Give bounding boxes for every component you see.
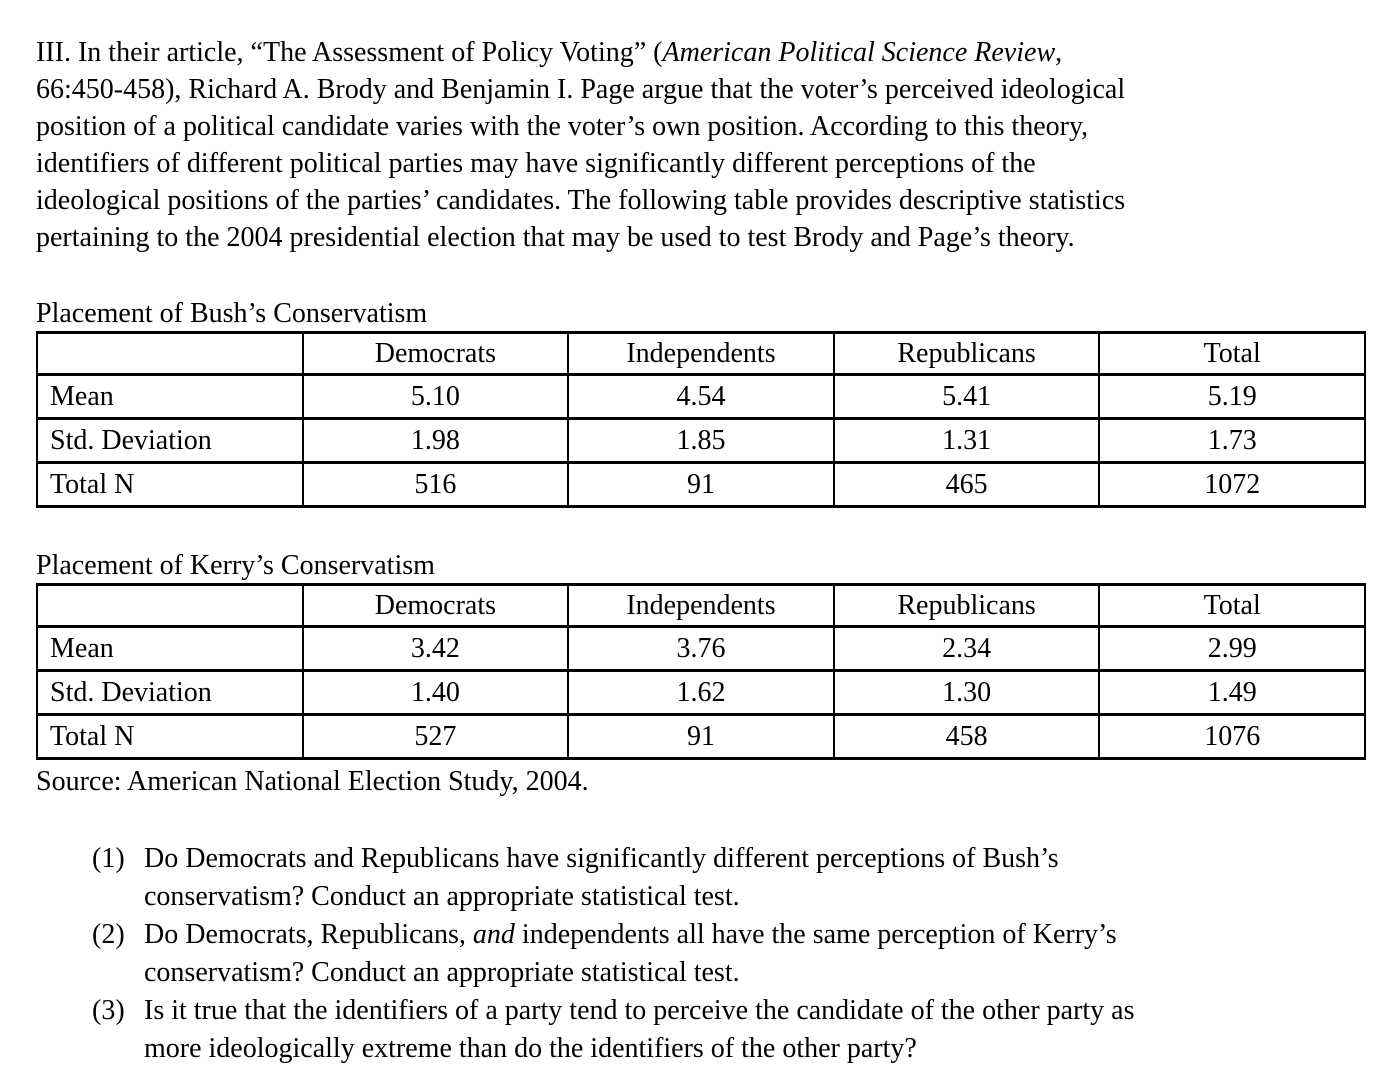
journal-name-italic: American Political Science Review xyxy=(662,37,1056,68)
intro-paragraph: III. In their article, “The Assessment o… xyxy=(36,34,1346,256)
header-cell-independents: Independents xyxy=(567,583,835,628)
intro-text-segment: III. In their article, “The Assessment o… xyxy=(36,37,663,68)
table-row-mean: Mean 3.42 3.76 2.34 2.99 xyxy=(36,625,1366,672)
value-cell: 91 xyxy=(567,461,835,508)
header-cell-democrats: Democrats xyxy=(301,583,570,628)
row-label: Mean xyxy=(36,373,304,420)
value-cell: 1.62 xyxy=(567,669,835,716)
question-number: (1) xyxy=(92,843,125,874)
row-label: Std. Deviation xyxy=(36,669,304,716)
header-cell-republicans: Republicans xyxy=(832,331,1101,376)
table-row-total-n: Total N 516 91 465 1072 xyxy=(36,461,1366,508)
value-cell: 1072 xyxy=(1098,461,1366,508)
header-cell-independents: Independents xyxy=(567,331,835,376)
question-text: Do Democrats and Republicans have signif… xyxy=(144,843,1059,912)
value-cell: 3.76 xyxy=(567,625,835,672)
table-row-mean: Mean 5.10 4.54 5.41 5.19 xyxy=(36,373,1366,420)
question-3: (3) Is it true that the identifiers of a… xyxy=(36,992,1356,1068)
header-cell-empty xyxy=(36,583,304,628)
row-label: Mean xyxy=(36,625,304,672)
value-cell: 1.73 xyxy=(1098,417,1366,464)
value-cell: 5.19 xyxy=(1098,373,1366,420)
question-number: (2) xyxy=(92,919,125,950)
row-label: Total N xyxy=(36,461,304,508)
question-text-segment: Do Democrats, Republicans, xyxy=(144,919,473,950)
bush-stats-table: Democrats Independents Republicans Total… xyxy=(36,331,1366,508)
value-cell: 1.40 xyxy=(301,669,570,716)
row-label: Total N xyxy=(36,713,304,760)
question-number: (3) xyxy=(92,995,125,1026)
kerry-stats-table: Democrats Independents Republicans Total… xyxy=(36,583,1366,760)
value-cell: 1.30 xyxy=(832,669,1101,716)
value-cell: 3.42 xyxy=(301,625,570,672)
value-cell: 2.34 xyxy=(832,625,1101,672)
intro-text-segment: , 66:450-458), Richard A. Brody and Benj… xyxy=(36,37,1126,253)
value-cell: 1.31 xyxy=(832,417,1101,464)
question-1: (1) Do Democrats and Republicans have si… xyxy=(36,840,1356,916)
header-row: Democrats Independents Republicans Total xyxy=(36,583,1366,628)
header-cell-republicans: Republicans xyxy=(832,583,1101,628)
value-cell: 4.54 xyxy=(567,373,835,420)
kerry-table-section: Placement of Kerry’s Conservatism Democr… xyxy=(36,549,1366,760)
header-cell-empty xyxy=(36,331,304,376)
question-2: (2) Do Democrats, Republicans, and indep… xyxy=(36,916,1356,992)
value-cell: 2.99 xyxy=(1098,625,1366,672)
table-row-std-deviation: Std. Deviation 1.98 1.85 1.31 1.73 xyxy=(36,417,1366,464)
value-cell: 1.98 xyxy=(301,417,570,464)
value-cell: 458 xyxy=(832,713,1101,760)
header-cell-democrats: Democrats xyxy=(301,331,570,376)
value-cell: 91 xyxy=(567,713,835,760)
question-text-italic: and xyxy=(472,919,515,950)
header-cell-total: Total xyxy=(1098,583,1366,628)
header-row: Democrats Independents Republicans Total xyxy=(36,331,1366,376)
header-cell-total: Total xyxy=(1098,331,1366,376)
value-cell: 516 xyxy=(301,461,570,508)
table-row-total-n: Total N 527 91 458 1076 xyxy=(36,713,1366,760)
question-text-segment: independents all have the same perceptio… xyxy=(144,919,1117,988)
source-note: Source: American National Election Study… xyxy=(36,766,589,797)
bush-table-section: Placement of Bush’s Conservatism Democra… xyxy=(36,297,1366,508)
value-cell: 5.10 xyxy=(301,373,570,420)
question-text: Do Democrats, Republicans, and independe… xyxy=(144,916,1356,992)
table-row-std-deviation: Std. Deviation 1.40 1.62 1.30 1.49 xyxy=(36,669,1366,716)
kerry-table-title: Placement of Kerry’s Conservatism xyxy=(36,550,435,581)
bush-table-title: Placement of Bush’s Conservatism xyxy=(36,298,428,329)
value-cell: 1076 xyxy=(1098,713,1366,760)
value-cell: 465 xyxy=(832,461,1101,508)
value-cell: 5.41 xyxy=(832,373,1101,420)
value-cell: 1.85 xyxy=(567,417,835,464)
value-cell: 527 xyxy=(301,713,570,760)
questions-list: (1) Do Democrats and Republicans have si… xyxy=(36,840,1356,1068)
question-text: Is it true that the identifiers of a par… xyxy=(144,995,1135,1064)
row-label: Std. Deviation xyxy=(36,417,304,464)
value-cell: 1.49 xyxy=(1098,669,1366,716)
